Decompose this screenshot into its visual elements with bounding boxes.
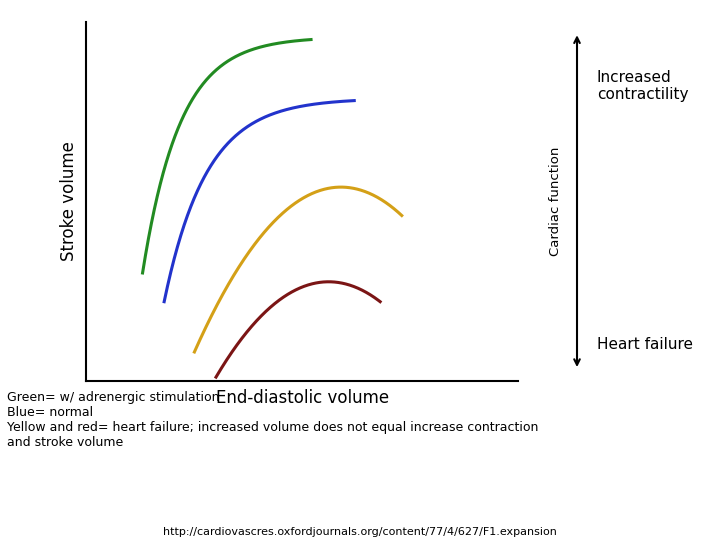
Text: Cardiac function: Cardiac function <box>549 146 562 256</box>
Text: Increased
contractility: Increased contractility <box>597 70 688 103</box>
Text: http://cardiovascres.oxfordjournals.org/content/77/4/627/F1.expansion: http://cardiovascres.oxfordjournals.org/… <box>163 527 557 537</box>
X-axis label: End-diastolic volume: End-diastolic volume <box>216 389 389 407</box>
Text: Green= w/ adrenergic stimulation
Blue= normal
Yellow and red= heart failure; inc: Green= w/ adrenergic stimulation Blue= n… <box>7 392 539 449</box>
Text: Heart failure: Heart failure <box>597 338 693 352</box>
Y-axis label: Stroke volume: Stroke volume <box>60 141 78 261</box>
